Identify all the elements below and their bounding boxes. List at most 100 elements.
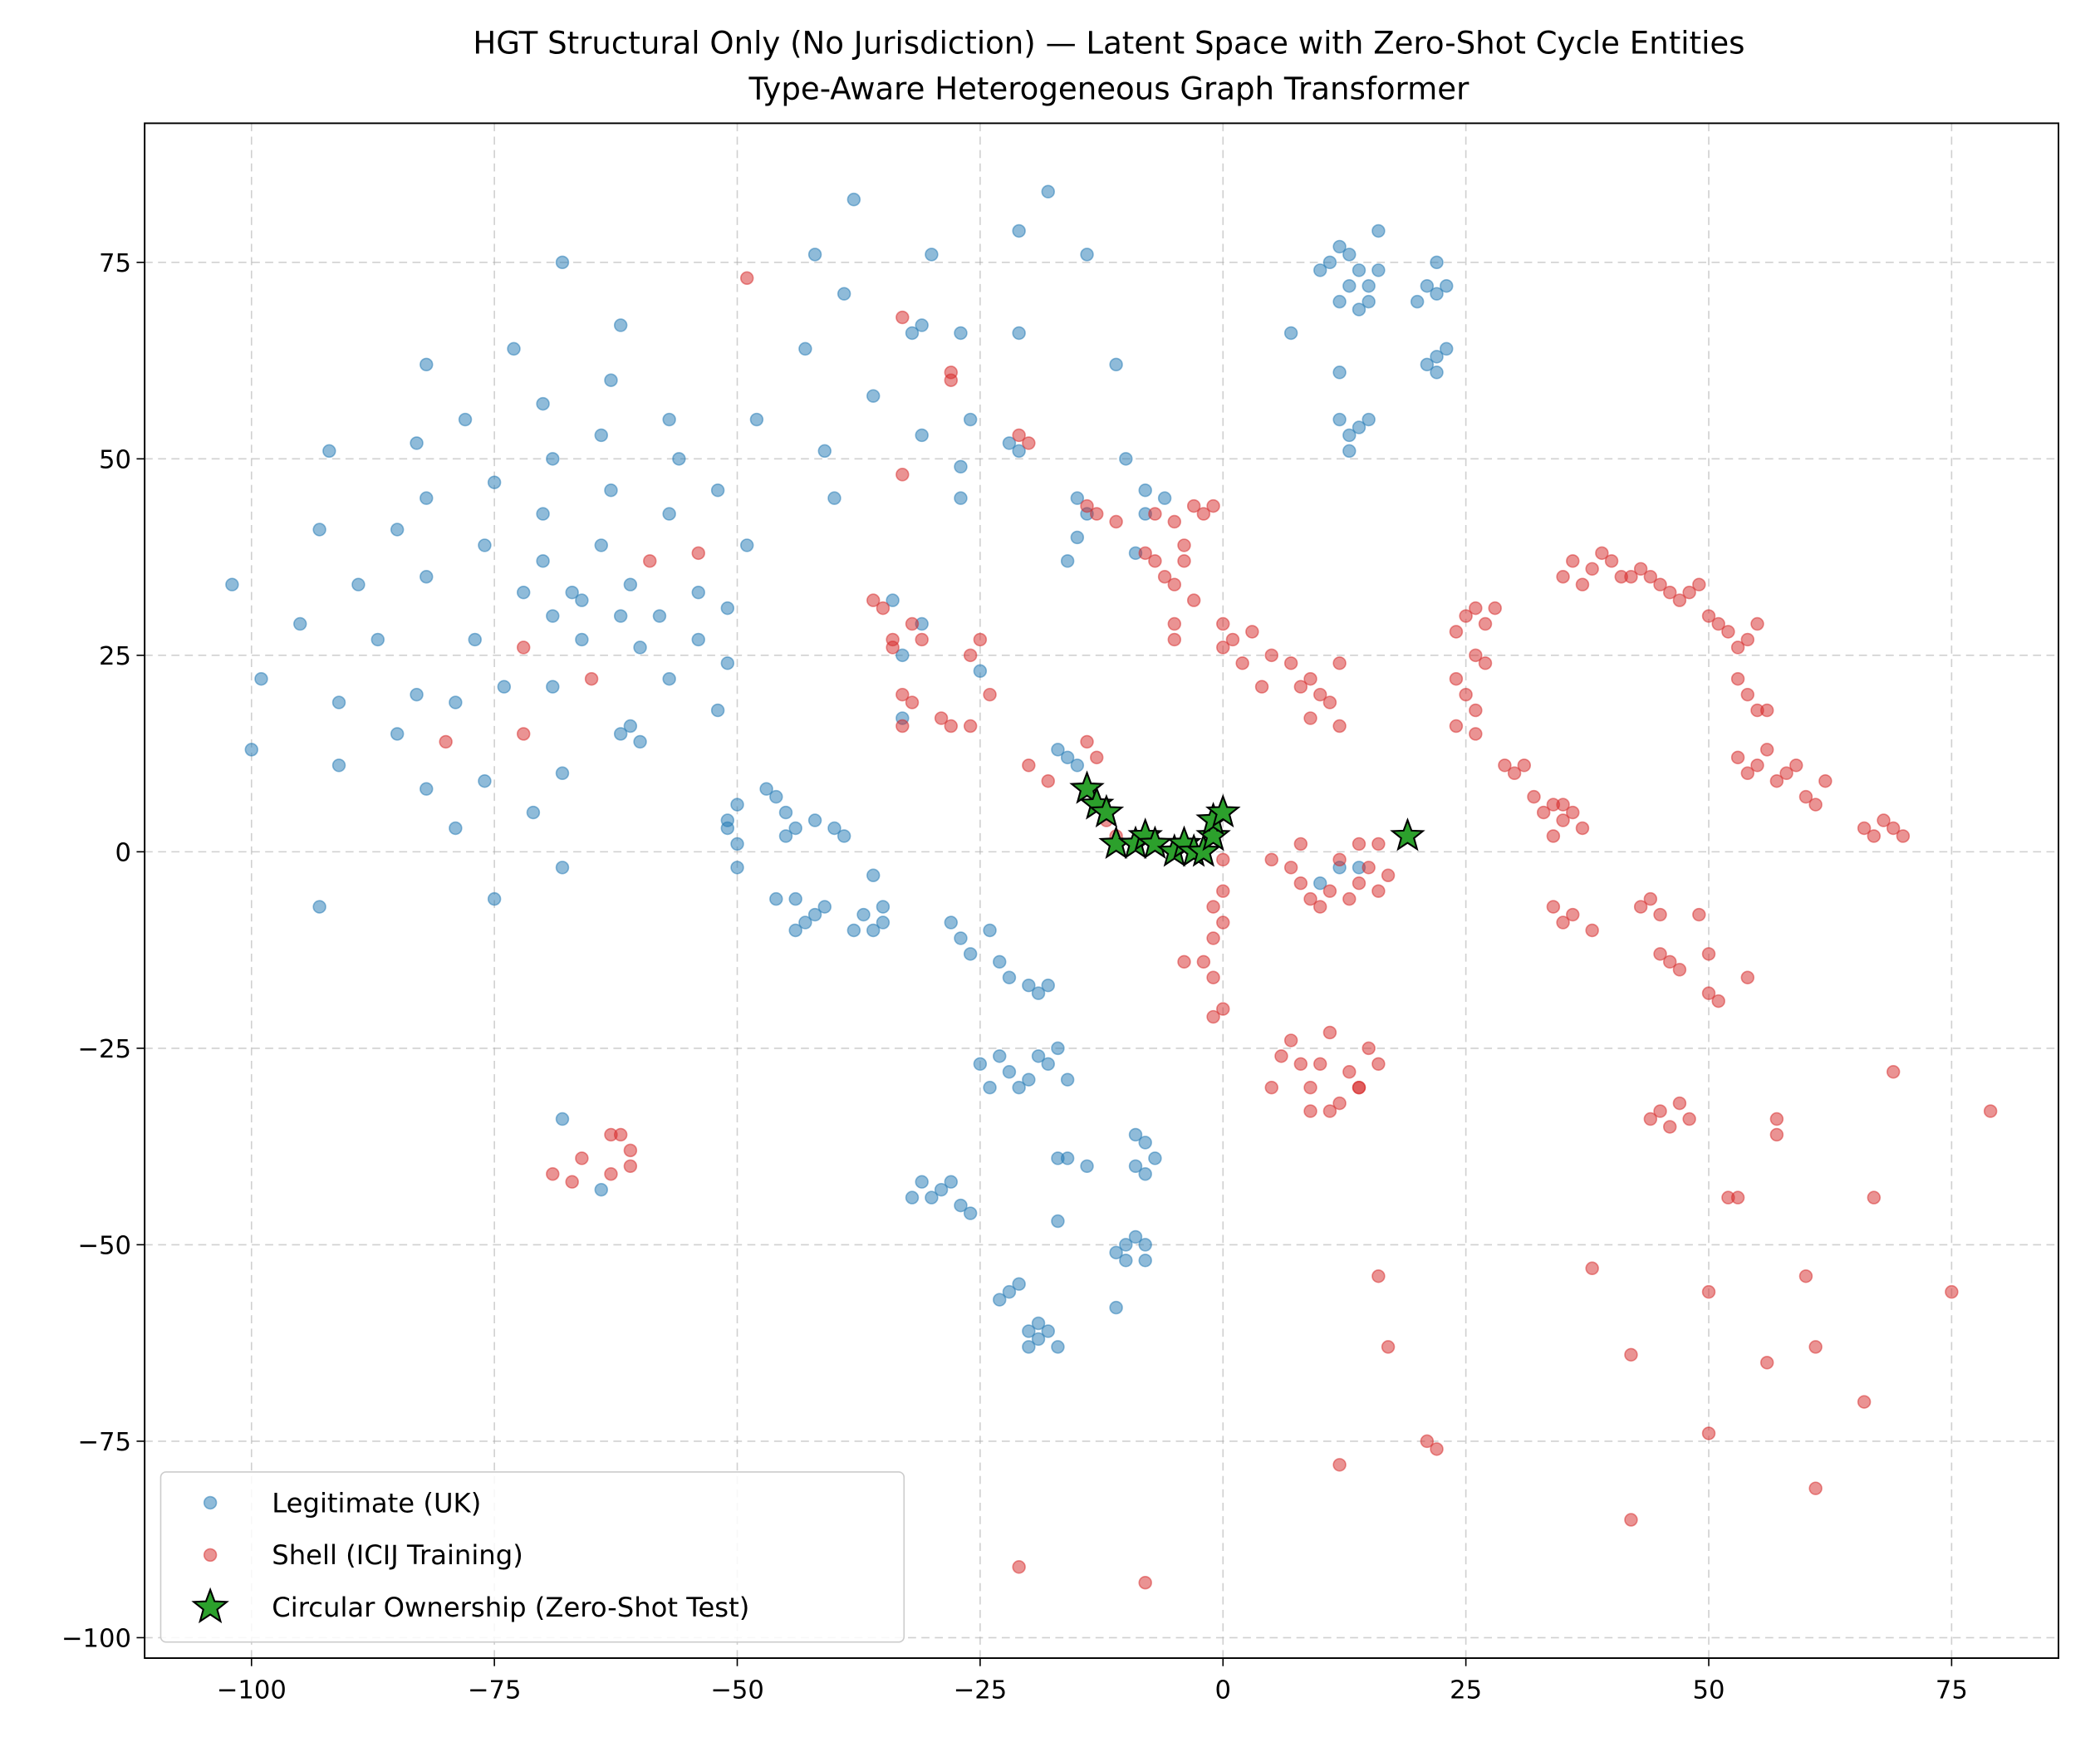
point	[1469, 727, 1483, 741]
point	[1332, 239, 1347, 254]
point	[546, 609, 560, 623]
point	[1469, 703, 1483, 718]
point	[1060, 554, 1075, 568]
point	[1157, 491, 1172, 505]
point	[1041, 774, 1055, 788]
point	[254, 672, 268, 686]
point	[1167, 632, 1182, 647]
point	[1857, 1395, 1872, 1409]
point	[1633, 900, 1648, 914]
point	[312, 900, 326, 914]
chart-title: HGT Structural Only (No Jurisdiction) — …	[473, 26, 1744, 61]
point	[876, 601, 891, 616]
point	[1867, 1190, 1882, 1205]
point	[1740, 687, 1755, 702]
point	[1138, 1136, 1152, 1150]
point	[526, 805, 541, 820]
point	[1983, 1104, 1998, 1118]
point	[915, 318, 929, 332]
point	[331, 695, 346, 709]
point	[1080, 498, 1094, 513]
point	[1498, 758, 1512, 773]
point	[1109, 514, 1123, 529]
point	[1235, 656, 1249, 670]
point	[1730, 750, 1745, 765]
point	[1167, 577, 1182, 591]
point	[1312, 876, 1327, 891]
point	[1002, 436, 1017, 450]
point	[1128, 1229, 1143, 1244]
point	[1303, 1080, 1317, 1095]
point	[1264, 648, 1278, 663]
point	[1507, 766, 1522, 780]
point	[420, 782, 434, 796]
point	[1653, 577, 1667, 591]
point	[594, 538, 609, 552]
point	[720, 601, 735, 616]
point	[1342, 444, 1357, 459]
point	[1556, 813, 1570, 827]
point	[963, 947, 978, 961]
point	[1312, 1057, 1327, 1072]
point	[1711, 994, 1725, 1008]
legend-label: Shell (ICIJ Training)	[272, 1539, 523, 1571]
point	[1128, 1127, 1143, 1142]
point	[944, 915, 959, 930]
point	[1109, 1245, 1123, 1260]
point	[846, 192, 861, 207]
point	[594, 428, 609, 443]
point	[1478, 616, 1493, 631]
point	[759, 782, 773, 796]
point	[1643, 891, 1658, 906]
point	[1672, 1096, 1687, 1111]
x-tick-label: −75	[468, 1676, 522, 1705]
point	[1536, 805, 1551, 820]
point	[1371, 223, 1386, 238]
point	[1371, 1269, 1386, 1283]
point	[1692, 907, 1706, 922]
point	[730, 861, 744, 875]
point	[1730, 1190, 1745, 1205]
point	[1769, 1127, 1784, 1142]
point	[769, 789, 783, 804]
point	[954, 491, 968, 505]
point	[1138, 1575, 1152, 1590]
point	[1060, 1151, 1075, 1165]
point	[944, 1175, 959, 1189]
point	[691, 632, 705, 647]
point	[886, 640, 900, 655]
y-tick-label: −75	[77, 1428, 131, 1457]
point	[1672, 963, 1687, 977]
point	[963, 648, 978, 663]
point	[1206, 970, 1220, 984]
point	[1362, 1041, 1376, 1056]
point	[449, 695, 463, 709]
point	[730, 837, 744, 851]
point	[1283, 326, 1298, 341]
point	[954, 1198, 968, 1213]
point	[1798, 1269, 1813, 1283]
point	[1730, 640, 1745, 655]
point	[1682, 1111, 1696, 1126]
point	[1896, 829, 1911, 843]
point	[1459, 687, 1473, 702]
point	[856, 907, 871, 922]
point	[905, 326, 920, 341]
point	[925, 248, 939, 262]
point	[1721, 625, 1735, 639]
point	[1031, 1049, 1046, 1063]
point	[1070, 491, 1085, 505]
point	[934, 711, 949, 725]
point	[895, 719, 910, 734]
point	[1206, 1009, 1220, 1024]
point	[1303, 711, 1317, 725]
point	[1352, 837, 1366, 851]
point	[1148, 507, 1162, 521]
point	[1138, 1238, 1152, 1252]
point	[1002, 1284, 1017, 1299]
point	[1342, 1065, 1357, 1079]
point	[1663, 1120, 1677, 1134]
point	[1332, 294, 1347, 309]
point	[244, 743, 258, 757]
point	[458, 412, 473, 427]
